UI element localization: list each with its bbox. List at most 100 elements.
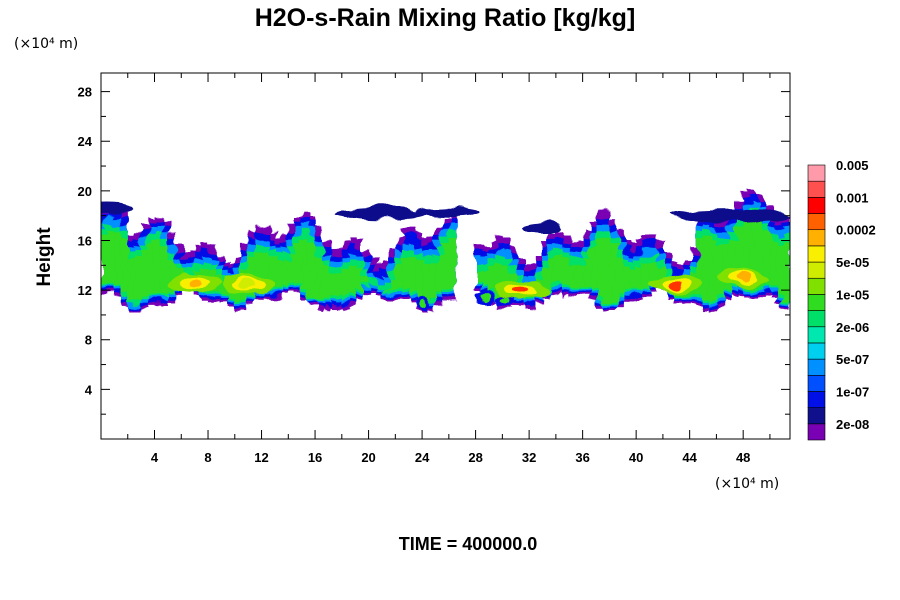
peak-region [515, 286, 530, 295]
field-cell [355, 267, 363, 291]
field-cell [341, 269, 350, 298]
colorbar-label: 1e-05 [836, 287, 869, 302]
field-cell [575, 265, 584, 288]
colorbar-label: 5e-07 [836, 352, 869, 367]
field-cell [361, 275, 370, 284]
field-cell [482, 271, 490, 286]
field-cell [335, 274, 343, 296]
field-cell [622, 266, 631, 292]
field-cell [589, 246, 597, 291]
field-cell [569, 265, 577, 289]
field-cell [274, 261, 283, 289]
colorbar-swatch [807, 261, 826, 279]
field-cell [555, 257, 564, 284]
field-cell [301, 238, 309, 290]
x-tick-label: 36 [575, 450, 589, 465]
field-cell [127, 260, 136, 300]
field-cell [336, 207, 427, 220]
colorbar-swatch [807, 180, 826, 198]
field-cell [348, 265, 356, 297]
field-cell [448, 237, 457, 290]
x-tick-label: 48 [736, 450, 750, 465]
field-cell [107, 230, 115, 284]
field-cell [743, 217, 751, 286]
field-cell [475, 270, 483, 282]
field-cell [522, 222, 563, 235]
field-cell [716, 245, 724, 299]
x-tick-label: 44 [682, 450, 697, 465]
field-cell [167, 258, 176, 294]
field-cell [696, 240, 704, 295]
x-tick-label: 32 [522, 450, 536, 465]
field-cell [703, 238, 711, 299]
field-cell [723, 245, 731, 292]
field-cell [442, 244, 450, 290]
field-cell [261, 252, 269, 288]
field-cell [649, 261, 657, 285]
field-cell [783, 241, 790, 300]
field-cell [729, 238, 738, 286]
colorbar-swatch [807, 213, 826, 231]
field-cell [308, 242, 316, 297]
peak-region [669, 279, 684, 288]
colorbar: 2e-08 1e-07 5e-07 2e-06 1e-05 5e-05 0.0002 0.00… [807, 158, 876, 441]
field-cell [636, 265, 644, 293]
field-cell [121, 238, 129, 295]
field-cell [656, 268, 664, 281]
colorbar-swatch [807, 326, 826, 344]
field-cell [101, 203, 133, 216]
field-cell [756, 220, 764, 287]
field-cell [602, 237, 610, 302]
field-cell [375, 276, 383, 289]
x-tick-label: 12 [254, 450, 268, 465]
field-cell [582, 257, 590, 287]
field-cell [154, 239, 162, 296]
colorbar-label: 0.001 [836, 190, 869, 205]
field-cell [763, 231, 771, 285]
x-tick-label: 24 [415, 450, 430, 465]
field-cell [481, 294, 492, 301]
x-axis-unit: (×10⁴ m) [715, 476, 779, 492]
field-cell [642, 261, 651, 290]
colorbar-label: 0.0002 [836, 223, 876, 238]
y-axis-unit: (×10⁴ m) [14, 36, 78, 52]
field-cell [381, 287, 390, 289]
colorbar-swatch [807, 197, 826, 214]
field-cell [417, 300, 428, 307]
x-tick-label: 16 [308, 450, 322, 465]
field-cell [288, 251, 296, 283]
field-cell [254, 252, 263, 290]
field-cell [669, 209, 790, 222]
colorbar-swatch [807, 407, 826, 425]
plot-frame [100, 72, 791, 440]
time-label: TIME = 400000.0 [399, 534, 538, 554]
x-axis: 4 8 12 16 20 24 28 32 36 40 44 48 [127, 73, 771, 465]
field-cell [234, 283, 243, 302]
colorbar-swatch [807, 358, 826, 376]
colorbar-swatch [807, 229, 826, 247]
x-tick-label: 4 [151, 450, 159, 465]
field-cell [422, 263, 430, 303]
field-cell [408, 255, 416, 295]
field-cell [542, 268, 550, 288]
field-cell [381, 279, 390, 291]
rain-field [101, 188, 790, 313]
field-cell [328, 274, 336, 296]
rain-layer [101, 188, 790, 313]
field-cell [609, 245, 617, 301]
field-cell [101, 236, 109, 285]
y-tick-label: 4 [85, 382, 93, 397]
y-tick-label: 16 [78, 233, 92, 248]
field-cell [321, 266, 330, 298]
field-cell [268, 257, 276, 289]
colorbar-swatch [807, 164, 826, 182]
colorbar-swatch [807, 342, 826, 360]
colorbar-swatch [807, 391, 826, 408]
chart-title: H2O-s-Rain Mixing Ratio [kg/kg] [255, 4, 636, 32]
field-cell [428, 262, 437, 299]
field-cell [776, 244, 784, 294]
field-cell [388, 276, 396, 290]
field-cell [495, 263, 503, 297]
field-cell [228, 289, 236, 298]
field-cell [502, 264, 510, 297]
